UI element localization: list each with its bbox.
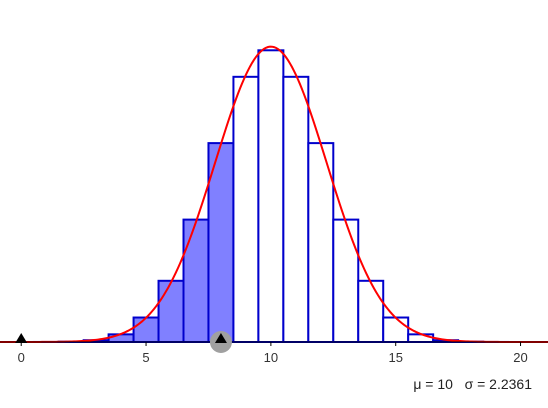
sigma-value: σ = 2.2361: [464, 376, 532, 392]
x-tick-label-10: 10: [264, 350, 278, 365]
bar-14: [357, 279, 385, 344]
bar-9: [232, 75, 260, 344]
bar-6: [157, 279, 185, 344]
bar-10: [257, 49, 285, 343]
left-bound-handle[interactable]: [15, 333, 28, 343]
bar-7: [182, 218, 210, 343]
x-tick-label-5: 5: [142, 350, 149, 365]
bar-4: [107, 333, 135, 343]
handles-group: [15, 331, 232, 353]
right-bound-handle[interactable]: [214, 333, 227, 343]
bar-5: [132, 316, 160, 344]
bar-15: [382, 316, 410, 344]
bar-12: [307, 142, 335, 343]
x-tick-label-0: 0: [18, 350, 25, 365]
x-tick-label-15: 15: [388, 350, 402, 365]
bar-13: [332, 218, 360, 343]
bar-16: [407, 333, 435, 343]
normal-curve: [0, 45, 548, 343]
mu-value: μ = 10: [413, 376, 453, 392]
bars-group: [7, 49, 535, 344]
bar-11: [282, 75, 310, 344]
x-tick-label-20: 20: [513, 350, 527, 365]
x-ticks-group: 0 5 10 15 20: [18, 342, 528, 365]
stats-readout: μ = 10 σ = 2.2361: [413, 376, 532, 392]
